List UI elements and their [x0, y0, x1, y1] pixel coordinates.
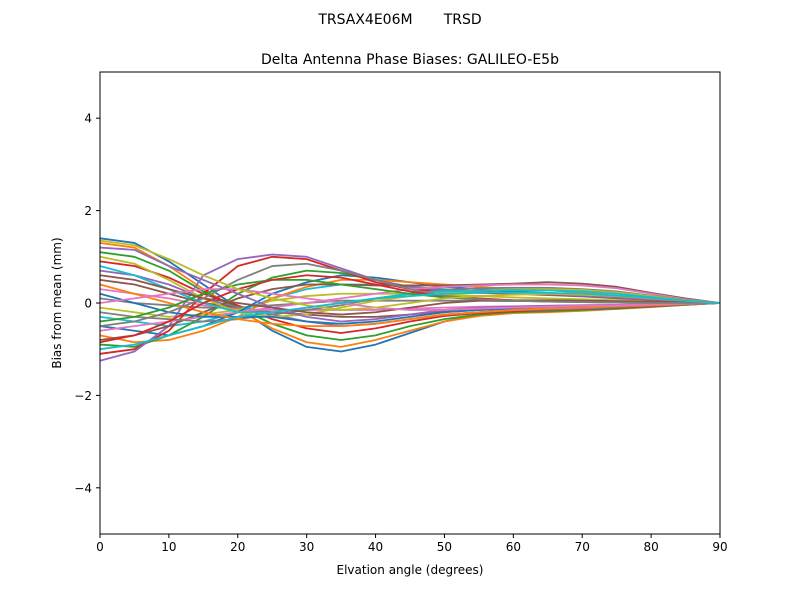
x-tick-label: 10 [161, 540, 176, 554]
figure-title: TRSAX4E06M TRSD [317, 12, 481, 28]
x-tick-label: 90 [712, 540, 727, 554]
x-tick-label: 20 [230, 540, 245, 554]
x-tick-label: 80 [643, 540, 658, 554]
x-tick-label: 40 [368, 540, 383, 554]
x-tick-label: 50 [437, 540, 452, 554]
y-tick-label: −2 [74, 389, 92, 403]
x-axis-ticks: 0 10 20 30 40 50 60 70 80 90 [96, 534, 728, 554]
y-tick-label: 2 [84, 204, 92, 218]
x-axis-label: Elvation angle (degrees) [337, 563, 484, 577]
series-line [99, 251, 721, 341]
series-line [99, 288, 721, 311]
x-tick-label: 70 [575, 540, 590, 554]
series-line [99, 283, 721, 328]
x-tick-label: 30 [299, 540, 314, 554]
chart-title: Delta Antenna Phase Biases: GALILEO-E5b [261, 52, 559, 68]
y-tick-label: 4 [84, 112, 92, 126]
x-tick-label: 0 [96, 540, 104, 554]
series-line [99, 291, 721, 351]
y-axis-label: Bias from mean (mm) [50, 237, 64, 368]
series-line [99, 262, 720, 327]
y-tick-label: −4 [74, 481, 92, 495]
x-tick-label: 60 [506, 540, 521, 554]
series-lines [99, 237, 721, 362]
y-axis-ticks: −4 −2 0 2 4 [74, 112, 100, 495]
y-tick-label: 0 [84, 297, 92, 311]
